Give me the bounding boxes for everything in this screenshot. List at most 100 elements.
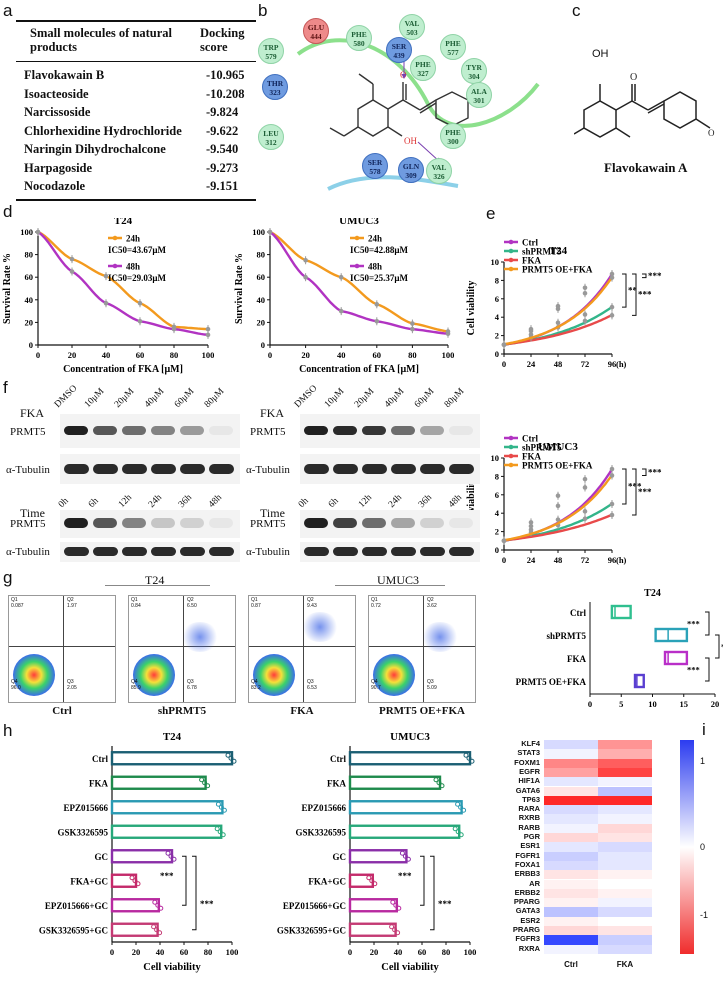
significance-label: **** [721,642,723,652]
quadrant-text: Q2 [427,597,434,603]
time-lane-label: 24h [386,492,405,510]
x-tick-label: 0 [502,359,506,369]
legend-label: PRMT5 OE+FKA [522,461,593,471]
quadrant-text: 1.97 [67,602,77,609]
residue-number: 304 [468,71,480,81]
quadrant-line [63,596,64,702]
heatmap-gene-label: RXRA [518,943,540,953]
y-tick-label: 20 [257,317,266,327]
legend-marker [112,263,118,269]
prmt5-band [64,426,88,435]
category-label: Ctrl [92,754,108,764]
flow-header-umuc3: UMUC3 [377,573,420,587]
time-lane-label: 24h [146,492,165,510]
data-point [228,755,234,761]
residue-phe-580: PHE 580 [346,25,372,51]
x-tick-label: 80 [170,350,179,360]
heatmap-cell [598,944,652,954]
data-point [402,853,408,859]
residue-phe-300: PHE 300 [440,123,466,149]
quadrant-text: 6.50 [187,602,197,609]
series-line-48h [37,231,209,336]
chart-title: UMUC3 [538,441,578,453]
colorbar-tick-label: 0 [700,841,706,852]
cell-population [133,654,175,696]
series-line-fka [503,313,613,346]
bar-epz015666-gc [110,898,160,913]
panel-label-c: c [572,1,581,20]
legend-label: 48h [126,262,140,272]
data-point [151,924,157,930]
legend-label: 48h [368,262,382,272]
heatmap-cell [544,833,598,843]
prmt5-band [209,426,233,435]
x-tick-label: 100 [202,350,215,360]
category-label: EPZ015666+GC [45,901,108,911]
heatmap-cell [544,777,598,787]
x-tick-label: 0 [348,947,352,957]
chart-title: T24 [644,588,661,599]
quadrant-text: Q1 [131,597,138,603]
flow-plot: Q1 0.84 Q2 6.50 Q4 85.9 Q3 6.78 [128,595,236,703]
data-point [466,755,472,761]
quadrant-text: 9.43 [307,602,317,609]
heatmap-cell [544,814,598,824]
tubulin-band [93,547,118,556]
flow-plot-label: PRMT5 OE+FKA [378,705,465,717]
time-lane-label: 6h [326,496,341,510]
heatmap-gene-label: PPARG [513,897,540,907]
docking-diagram-svg: O OH [296,38,540,191]
residue-name: TRP [263,43,279,52]
ic50-label: IC50=25.37μM [350,273,408,283]
quadrant-text: Q2 [307,597,314,603]
residue-glu-444: GLU 444 [303,18,329,44]
significance-label: *** [628,482,642,492]
quadrant-text: 0.72 [371,602,381,609]
data-point [165,850,171,856]
residue-number: 309 [405,170,417,180]
flow-cytometry-panel: T24 UMUC3 Q1 0.087 Q2 1.97 Q4 96.0 Q3 2.05 Ctrl Q1 0… [0,565,492,725]
residue-number: 327 [417,68,429,78]
tubulin-band [64,464,89,474]
data-point [433,777,439,783]
heatmap-cell [598,758,652,768]
quadrant-text: 6.78 [187,684,197,691]
y-tick-label: 0 [261,340,265,350]
quadrant-text: Q1 [251,597,258,603]
x-tick-label: 0 [110,947,114,957]
category-label: EPZ015666 [301,803,346,813]
heatmap-cell [544,767,598,778]
residue-ala-301: ALA 301 [466,82,492,108]
data-point [220,832,226,838]
quadrant-text: Q3 [427,679,434,685]
heatmap-gene-label: ESR2 [520,915,540,925]
heatmap-gene-label: RARB [518,822,540,832]
table-header-rule [16,61,256,62]
tubulin-band [122,547,147,556]
quadrant-text: 0.87 [251,602,261,609]
heatmap-gene-label: AR [529,878,540,888]
bar-gc [348,849,408,864]
treatment-label: FKA [20,406,45,420]
category-label: GC [333,852,347,862]
bar-fka [348,775,442,790]
quadrant-line [249,646,355,647]
residue-number: 577 [447,47,459,57]
y-tick-label: 20 [25,317,34,327]
flow-plot: Q1 0.72 Q2 3.62 Q4 90.7 Q3 5.09 [368,595,476,703]
heatmap-cell [544,786,598,796]
dose-lane-label: 20μM [112,386,137,410]
x-axis-label: (h) [616,359,627,369]
data-point [461,807,467,813]
data-point [392,927,398,933]
data-point [369,878,375,884]
quadrant-value: Q2 1.97 [67,597,77,609]
data-point [199,777,205,783]
x-tick-label: 0 [502,555,506,565]
tubulin-band [391,464,416,474]
tubulin-band [180,464,205,474]
heatmap-cell [544,870,598,880]
x-axis-label: Concentration of FKA [μM] [63,364,183,375]
x-tick-label: 24 [527,359,536,369]
x-tick-label: 60 [373,350,382,360]
